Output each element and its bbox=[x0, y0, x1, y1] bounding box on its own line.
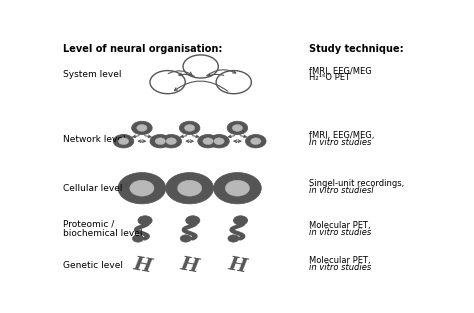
Text: Proteomic /: Proteomic / bbox=[63, 220, 114, 229]
Circle shape bbox=[246, 135, 266, 148]
Circle shape bbox=[209, 135, 229, 148]
Circle shape bbox=[137, 125, 147, 131]
Text: Level of neural organisation:: Level of neural organisation: bbox=[63, 44, 222, 54]
Circle shape bbox=[234, 216, 247, 225]
Circle shape bbox=[232, 125, 243, 131]
Circle shape bbox=[138, 216, 152, 225]
Circle shape bbox=[118, 172, 166, 204]
Text: H: H bbox=[179, 255, 201, 276]
Circle shape bbox=[251, 138, 261, 145]
Circle shape bbox=[225, 180, 249, 196]
Text: fMRI, EEG/MEG,: fMRI, EEG/MEG, bbox=[309, 131, 374, 140]
Circle shape bbox=[178, 180, 202, 196]
Circle shape bbox=[198, 135, 219, 148]
Text: fMRI, EEG/MEG: fMRI, EEG/MEG bbox=[309, 67, 372, 76]
Text: in vitro studiesl: in vitro studiesl bbox=[309, 186, 374, 195]
Circle shape bbox=[213, 172, 261, 204]
Circle shape bbox=[184, 125, 195, 131]
Text: biochemical level: biochemical level bbox=[63, 229, 142, 239]
Circle shape bbox=[166, 138, 176, 145]
Circle shape bbox=[227, 121, 248, 135]
Text: Molecular PET,: Molecular PET, bbox=[309, 221, 371, 230]
Circle shape bbox=[186, 216, 200, 225]
Text: System level: System level bbox=[63, 70, 121, 80]
Circle shape bbox=[203, 138, 213, 145]
Circle shape bbox=[118, 138, 128, 145]
Text: In vitro studies: In vitro studies bbox=[309, 138, 372, 147]
Circle shape bbox=[228, 235, 239, 242]
Circle shape bbox=[166, 172, 213, 204]
Circle shape bbox=[132, 121, 152, 135]
Text: Cellular level: Cellular level bbox=[63, 184, 122, 193]
Circle shape bbox=[130, 180, 154, 196]
Circle shape bbox=[180, 235, 191, 242]
Text: H₂¹⁵O PET: H₂¹⁵O PET bbox=[309, 73, 350, 82]
Text: H: H bbox=[227, 255, 248, 276]
Circle shape bbox=[113, 135, 134, 148]
Circle shape bbox=[132, 235, 144, 242]
Text: Genetic level: Genetic level bbox=[63, 261, 123, 270]
Circle shape bbox=[214, 138, 224, 145]
Text: Network level: Network level bbox=[63, 136, 126, 145]
Circle shape bbox=[179, 121, 200, 135]
Circle shape bbox=[155, 138, 165, 145]
Circle shape bbox=[150, 135, 171, 148]
Text: H: H bbox=[131, 255, 153, 276]
Text: in vitro studies: in vitro studies bbox=[309, 228, 371, 237]
Text: Molecular PET,: Molecular PET, bbox=[309, 256, 371, 265]
Text: Study technique:: Study technique: bbox=[309, 44, 404, 54]
Text: Singel-unit recordings,: Singel-unit recordings, bbox=[309, 179, 404, 188]
Circle shape bbox=[161, 135, 182, 148]
Text: in vitro studies: in vitro studies bbox=[309, 263, 371, 272]
